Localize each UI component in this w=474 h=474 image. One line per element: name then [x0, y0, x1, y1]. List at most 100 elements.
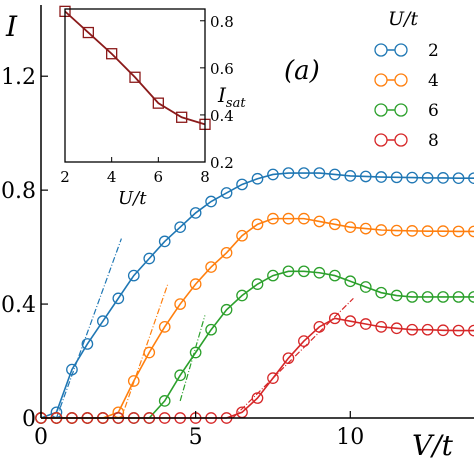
- data-point-2: [112, 292, 125, 305]
- data-point-6: [313, 266, 326, 279]
- data-point-2: [298, 167, 310, 179]
- inset-y-tick-label: 0.2: [210, 154, 234, 172]
- data-point-4: [267, 212, 279, 225]
- data-point-6: [359, 281, 372, 293]
- inset-axes: 2 4 6 80.2 0.4 0.6 0.8: [60, 8, 234, 186]
- data-point-2: [452, 172, 465, 185]
- main-y-tick-label: 1.2: [1, 65, 36, 90]
- data-point-4: [158, 321, 171, 333]
- guide-line-2: [55, 238, 122, 419]
- data-point-2: [328, 168, 341, 181]
- data-point-2: [251, 172, 264, 185]
- main-axes: 0 5 10 0 0.4 0.8 1.2: [1, 5, 474, 450]
- data-point-2: [437, 172, 449, 184]
- legend-marker-end-8: [394, 133, 408, 147]
- inset-y-tick-label: 0.6: [210, 60, 234, 78]
- data-point-8: [298, 335, 310, 347]
- data-point-2: [359, 170, 372, 183]
- data-point-6: [251, 278, 264, 290]
- data-point-4: [452, 225, 465, 238]
- data-point-8: [359, 318, 372, 330]
- data-point-2: [97, 315, 109, 328]
- data-point-2: [313, 167, 326, 179]
- inset-background: [65, 9, 205, 162]
- inset-data-point: [106, 48, 118, 60]
- data-point-4: [236, 229, 248, 242]
- data-point-6: [437, 291, 449, 303]
- panel-label: (a): [284, 56, 320, 86]
- data-point-4: [359, 222, 372, 235]
- data-point-4: [189, 278, 202, 290]
- data-point-6: [174, 369, 187, 382]
- main-x-tick-label: 10: [336, 425, 364, 450]
- legend-items: 2 4 6 8: [374, 41, 439, 151]
- data-point-6: [390, 289, 403, 302]
- inset-y-tick-label: 0.4: [210, 107, 234, 125]
- legend-label-8: 8: [428, 131, 439, 151]
- inset-x-tick-label: 4: [107, 168, 117, 186]
- data-point-2: [66, 363, 78, 376]
- data-point-8: [437, 324, 449, 337]
- inset-plot: 2 4 6 80.20.40.60.8 U/t Isat: [59, 5, 246, 209]
- main-x-tick-label: 0: [34, 425, 48, 450]
- data-point-4: [220, 246, 233, 259]
- data-point-6: [189, 346, 202, 359]
- main-ylabel: I: [5, 10, 18, 43]
- main-y-tick-label: 0.4: [1, 293, 36, 318]
- data-point-2: [267, 168, 279, 181]
- data-point-2: [81, 338, 94, 350]
- data-point-6: [236, 289, 248, 302]
- legend-marker-start-6: [374, 103, 388, 117]
- data-point-2: [158, 235, 171, 248]
- main-plot: 0 5 10 0 0.4 0.8 1.2 I V/t (a): [1, 5, 474, 462]
- data-point-6: [375, 286, 388, 299]
- legend-marker-start-4: [374, 73, 388, 87]
- data-point-6: [452, 291, 465, 303]
- inset-data-point: [82, 26, 94, 39]
- inset-data-point: [176, 111, 188, 123]
- data-point-2: [127, 269, 140, 282]
- data-point-6: [406, 291, 418, 303]
- data-point-2: [344, 170, 357, 182]
- data-point-6: [220, 303, 233, 316]
- data-point-8: [452, 324, 465, 337]
- inset-frame: [64, 8, 206, 163]
- data-point-2: [189, 207, 202, 219]
- data-point-6: [158, 395, 171, 407]
- legend-marker-end-4: [394, 73, 408, 87]
- data-point-2: [236, 178, 248, 191]
- data-point-4: [437, 225, 449, 238]
- data-point-2: [390, 171, 403, 184]
- data-point-6: [344, 275, 357, 288]
- legend: U/t 2 4 6 8: [374, 8, 439, 151]
- data-point-4: [282, 212, 295, 225]
- inset-y-tick-label: 0.8: [210, 13, 234, 31]
- inset-series-line: [64, 10, 206, 126]
- main-y-tick-label: 0.8: [1, 179, 36, 204]
- data-point-2: [406, 171, 418, 184]
- data-point-4: [328, 218, 341, 231]
- main-xlabel: V/t: [412, 429, 454, 462]
- data-point-8: [251, 392, 264, 404]
- data-point-4: [205, 261, 217, 273]
- data-point-8: [375, 321, 388, 333]
- data-point-2: [375, 171, 388, 183]
- data-point-4: [298, 212, 310, 225]
- data-point-8: [390, 322, 403, 335]
- inset-x-tick-label: 2: [60, 168, 70, 186]
- data-point-8: [282, 352, 295, 365]
- data-point-8: [421, 323, 434, 336]
- data-point-6: [282, 265, 295, 278]
- data-point-6: [298, 265, 310, 278]
- data-point-2: [174, 221, 187, 234]
- main-x-tick-label: 5: [189, 425, 203, 450]
- data-point-2: [220, 187, 233, 199]
- inset-x-tick-label: 8: [200, 168, 210, 186]
- data-point-6: [328, 269, 341, 282]
- legend-marker-start-2: [374, 43, 388, 57]
- legend-title: U/t: [388, 8, 418, 30]
- data-point-2: [421, 172, 434, 184]
- data-point-6: [205, 323, 217, 336]
- data-point-4: [406, 225, 418, 237]
- data-point-8: [267, 372, 279, 384]
